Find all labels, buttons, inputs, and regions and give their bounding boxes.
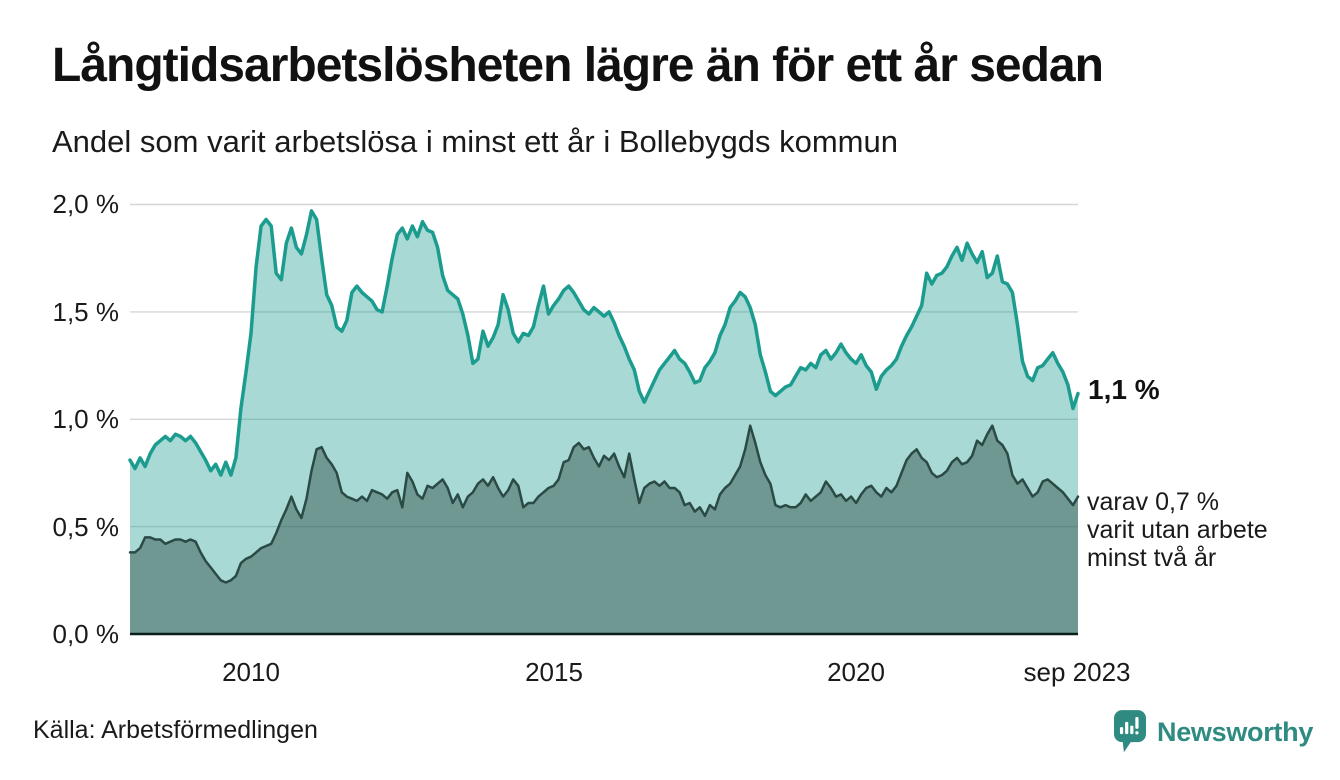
y-tick-label: 1,0 % [52, 404, 120, 434]
x-tick-label: 2020 [827, 657, 885, 687]
newsworthy-bubble-chart-icon [1114, 709, 1146, 752]
series2-annotation-line: minst två år [1087, 544, 1217, 572]
y-tick-label: 1,5 % [52, 297, 120, 327]
newsworthy-logo[interactable]: Newsworthy [1114, 706, 1313, 758]
chart-title: Långtidsarbetslösheten lägre än för ett … [52, 39, 1104, 92]
series1-line [128, 209, 1080, 477]
series2-end-annotation: varav 0,7 % varit utan arbete minst två … [1087, 488, 1268, 572]
newsworthy-wordmark: Newsworthy [1157, 716, 1314, 747]
y-tick-label: 0,0 % [52, 619, 120, 649]
series2-annotation-line: varit utan arbete [1087, 516, 1268, 544]
series2-annotation-line: varav 0,7 % [1087, 488, 1220, 516]
x-tick-label: sep 2023 [1023, 657, 1131, 687]
y-tick-label: 2,0 % [52, 189, 120, 219]
x-tick-label: 2015 [525, 657, 583, 687]
series2-line [128, 424, 1080, 584]
series1-end-value-label: 1,1 % [1088, 374, 1160, 405]
x-tick-label: 2010 [222, 657, 280, 687]
y-tick-label: 0,5 % [52, 512, 120, 542]
series1-area [130, 210, 1078, 634]
chart-subtitle: Andel som varit arbetslösa i minst ett å… [52, 124, 898, 159]
series2-area [130, 425, 1078, 634]
source-label: Källa: Arbetsförmedlingen [33, 716, 318, 744]
